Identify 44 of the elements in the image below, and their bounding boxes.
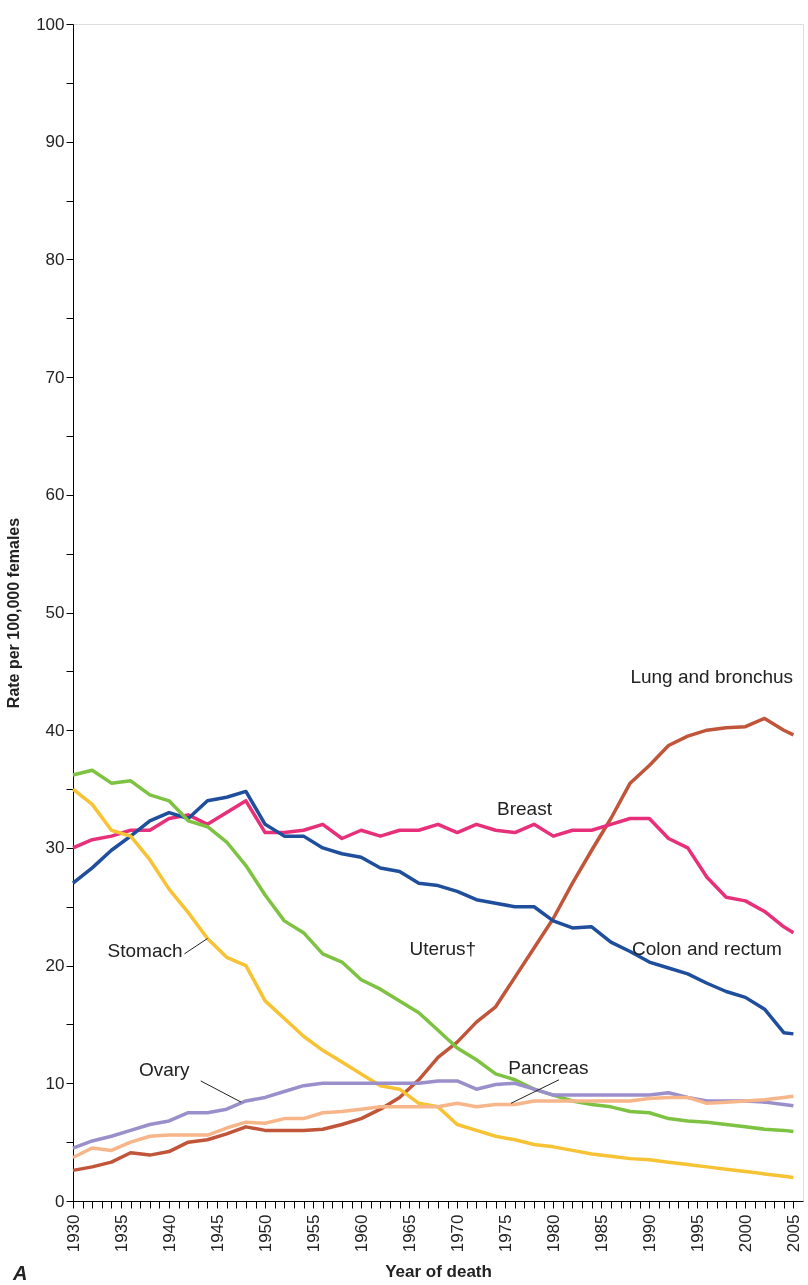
y-tick-label: 0 bbox=[55, 1191, 65, 1211]
line-series bbox=[71, 789, 796, 1036]
line-series bbox=[71, 1079, 796, 1150]
series-label: Breast bbox=[496, 798, 553, 820]
x-tick-label: 1980 bbox=[543, 1214, 563, 1253]
x-tick-label: 1945 bbox=[207, 1214, 227, 1253]
y-tick-label: 80 bbox=[45, 249, 65, 269]
y-tick-label: 10 bbox=[45, 1073, 65, 1093]
line-series bbox=[71, 799, 796, 935]
x-tick-label: 1995 bbox=[687, 1214, 707, 1253]
x-tick-label: 1970 bbox=[447, 1214, 467, 1253]
line-series bbox=[71, 787, 796, 1180]
x-tick-label: 1930 bbox=[63, 1214, 83, 1253]
y-tick-label: 70 bbox=[45, 367, 65, 387]
x-tick-label: 1965 bbox=[399, 1214, 419, 1253]
y-tick-label: 90 bbox=[45, 132, 65, 152]
x-tick-label: 2005 bbox=[783, 1214, 803, 1253]
series-label: Stomach bbox=[107, 940, 183, 962]
x-tick-label: 1940 bbox=[159, 1214, 179, 1253]
x-tick-label: 1935 bbox=[111, 1214, 131, 1253]
text: A bbox=[12, 1262, 28, 1284]
y-tick-label: 30 bbox=[45, 838, 65, 858]
series-label: Colon and rectum bbox=[631, 938, 782, 960]
x-tick-label: 1955 bbox=[303, 1214, 323, 1253]
x-tick-label: 1950 bbox=[255, 1214, 275, 1253]
y-tick-label: 50 bbox=[45, 603, 65, 622]
x-tick-label: 1985 bbox=[591, 1214, 611, 1253]
y-tick-label: 40 bbox=[45, 720, 65, 740]
line-series bbox=[71, 1094, 796, 1160]
x-tick-label: 1975 bbox=[495, 1214, 515, 1253]
line-series bbox=[71, 768, 796, 1134]
x-tick-label: 1960 bbox=[351, 1214, 371, 1253]
series-label: Ovary bbox=[138, 1059, 191, 1081]
y-tick-label: 100 bbox=[36, 14, 65, 34]
text: Lung and bronchus bbox=[630, 666, 794, 688]
y-tick-label: 20 bbox=[45, 956, 65, 976]
y-axis-title: Rate per 100,000 females bbox=[5, 517, 23, 709]
line-series bbox=[71, 716, 796, 1173]
text: Uterus† bbox=[409, 938, 477, 960]
series-label: Pancreas bbox=[508, 1057, 589, 1078]
y-tick-label: 60 bbox=[45, 485, 65, 505]
x-axis-title: Year of death bbox=[385, 1262, 492, 1282]
x-tick-label: 2000 bbox=[735, 1214, 755, 1253]
x-tick-label: 1990 bbox=[639, 1214, 659, 1253]
